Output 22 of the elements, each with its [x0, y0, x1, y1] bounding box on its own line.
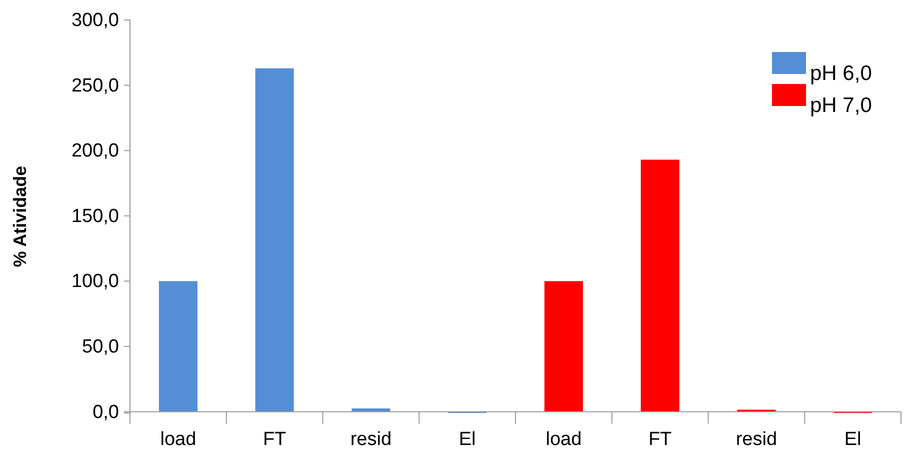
y-tick-label: 50,0 [82, 336, 119, 358]
x-tick-label: FT [262, 429, 287, 450]
x-tick-label: resid [736, 429, 778, 450]
x-tick-label: El [844, 429, 862, 450]
x-tick-label: load [160, 429, 196, 450]
legend-label: pH 6,0 [810, 62, 872, 85]
bar [640, 160, 680, 412]
y-tick-label: 300,0 [71, 10, 119, 32]
x-tick-label: resid [350, 429, 392, 450]
legend-label: pH 7,0 [810, 94, 872, 117]
x-tick-label: FT [648, 429, 672, 450]
y-tick-label: 200,0 [71, 140, 119, 162]
y-tick-label: 250,0 [71, 75, 119, 96]
y-tick-label: 150,0 [71, 206, 119, 227]
bar [158, 281, 198, 412]
y-tick-label: 100,0 [71, 271, 119, 292]
y-tick-label: 0,0 [92, 402, 119, 423]
x-tick-label: El [458, 429, 476, 450]
bar [255, 68, 294, 412]
y-axis-title: % Atividade [10, 166, 30, 268]
bar [544, 281, 583, 412]
x-tick-label: load [546, 429, 582, 450]
